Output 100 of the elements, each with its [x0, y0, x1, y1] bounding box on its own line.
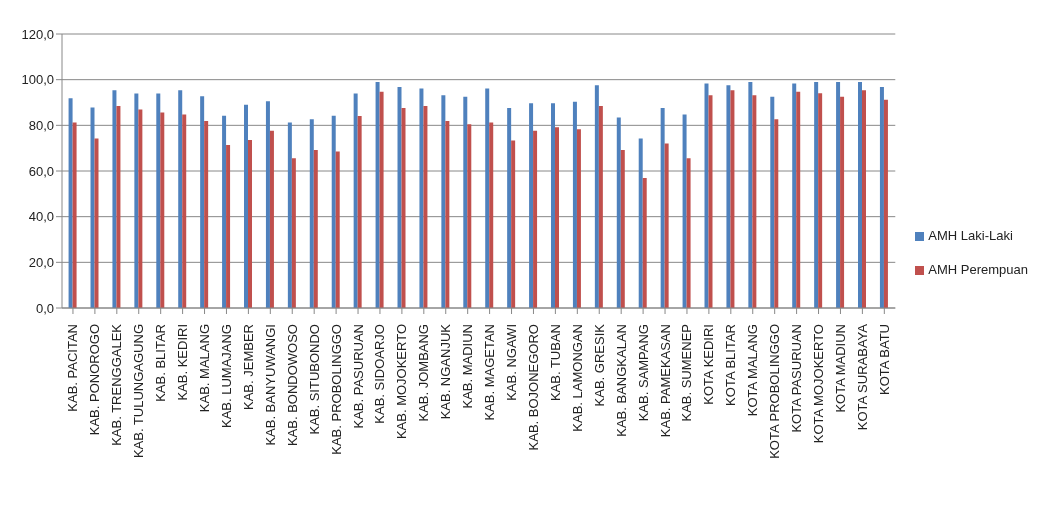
- bar: [379, 91, 384, 308]
- bar: [796, 91, 801, 308]
- bar: [226, 144, 231, 308]
- bar: [858, 81, 862, 308]
- bar: [401, 107, 406, 308]
- bar: [331, 115, 336, 308]
- bar: [638, 138, 643, 308]
- y-tick-label: 60,0: [28, 163, 54, 179]
- bar: [72, 122, 77, 308]
- bar: [313, 149, 318, 308]
- x-tick-label: KAB. PAMEKASAN: [657, 324, 673, 438]
- bar: [594, 85, 599, 308]
- bar: [94, 138, 99, 308]
- bar: [441, 95, 446, 308]
- bar: [423, 105, 428, 308]
- bar: [90, 107, 95, 308]
- x-tick-label: KAB. SUMENEP: [679, 324, 695, 422]
- x-tick-label: KAB. PACITAN: [65, 324, 81, 412]
- legend-label: AMH Perempuan: [928, 262, 1028, 277]
- bar: [529, 103, 534, 308]
- bar: [445, 121, 450, 308]
- bar: [598, 105, 603, 308]
- bar: [291, 158, 296, 308]
- bar: [774, 119, 779, 308]
- bar: [222, 115, 227, 308]
- x-tick-label: KAB. NGANJUK: [438, 323, 454, 420]
- y-tick-label: 80,0: [28, 117, 54, 133]
- bar: [686, 158, 691, 308]
- bar: [116, 105, 121, 308]
- bar: [419, 88, 424, 308]
- bar: [182, 114, 187, 308]
- x-tick-label: KAB. SITUBONDO: [306, 324, 322, 435]
- x-tick-label: KOTA KEDIRI: [701, 324, 717, 405]
- x-tick-label: KOTA SURABAYA: [854, 323, 870, 431]
- x-tick-label: KAB. BLITAR: [153, 324, 169, 402]
- bar: [862, 90, 866, 308]
- x-tick-label: KOTA MOJOKERTO: [811, 324, 827, 444]
- x-tick-label: KAB. GRESIK: [591, 323, 607, 407]
- bar: [463, 96, 468, 308]
- y-tick-label: 0,0: [35, 300, 54, 316]
- x-tick-label: KOTA BATU: [876, 324, 892, 396]
- x-tick-label: KAB. MAGETAN: [482, 324, 498, 421]
- bar: [840, 96, 845, 308]
- x-tick-label: KAB. PONOROGO: [87, 324, 103, 436]
- bar: [616, 117, 621, 308]
- bar: [489, 122, 494, 308]
- bar: [879, 86, 884, 308]
- bar: [620, 149, 625, 308]
- bar: [134, 93, 139, 308]
- x-tick-label: KAB. BONDOWOSO: [284, 324, 300, 447]
- bar: [200, 96, 205, 308]
- y-tick-label: 120,0: [21, 26, 54, 42]
- bar: [467, 124, 472, 308]
- bar: [814, 81, 819, 308]
- bar: [156, 93, 161, 308]
- bar: [726, 85, 731, 308]
- x-tick-label: KAB. BANYUWANGI: [262, 324, 278, 446]
- bar: [357, 115, 362, 308]
- x-tick-label: KAB. MADIUN: [460, 324, 476, 409]
- bar: [551, 103, 555, 308]
- bar: [178, 90, 183, 308]
- bar: [511, 140, 516, 308]
- bar: [792, 83, 797, 308]
- bar: [660, 107, 665, 308]
- bar: [485, 88, 490, 308]
- bar: [682, 114, 687, 308]
- bar: [287, 122, 292, 308]
- x-tick-label: KAB. TRENGGALEK: [109, 323, 125, 446]
- y-tick-label: 20,0: [28, 254, 54, 270]
- x-tick-label: KOTA MALANG: [745, 324, 761, 417]
- x-tick-label: KAB. TUBAN: [547, 324, 563, 402]
- bar: [309, 119, 314, 308]
- bar: [533, 130, 538, 308]
- bar: [160, 112, 165, 308]
- bar: [730, 90, 735, 308]
- bar: [576, 129, 581, 308]
- bar: [335, 151, 340, 308]
- bar: [244, 104, 249, 308]
- x-tick-label: KAB. JOMBANG: [416, 324, 432, 422]
- x-tick-label: KAB. LAMONGAN: [569, 324, 585, 432]
- x-tick-label: KAB. SAMPANG: [635, 324, 651, 422]
- bar: [770, 96, 775, 308]
- x-tick-label: KAB. TULUNGAGUNG: [131, 324, 147, 459]
- bar: [112, 90, 117, 308]
- x-tick-label: KOTA PROBOLINGGO: [767, 324, 783, 459]
- bar: [642, 178, 647, 308]
- bar: [836, 81, 841, 308]
- bar: [883, 99, 888, 308]
- bar: [248, 139, 253, 308]
- bar: [204, 121, 209, 308]
- y-tick-label: 40,0: [28, 209, 54, 225]
- x-tick-label: KAB. SIDOARJO: [372, 324, 388, 424]
- x-tick-label: KOTA BLITAR: [723, 324, 739, 406]
- bar: [572, 101, 577, 308]
- x-tick-label: KAB. PROBOLINGGO: [328, 324, 344, 455]
- bar: [752, 95, 757, 308]
- bar: [375, 81, 380, 308]
- bar: [664, 143, 669, 308]
- bar: [265, 101, 270, 308]
- x-tick-label: KAB. KEDIRI: [175, 324, 191, 401]
